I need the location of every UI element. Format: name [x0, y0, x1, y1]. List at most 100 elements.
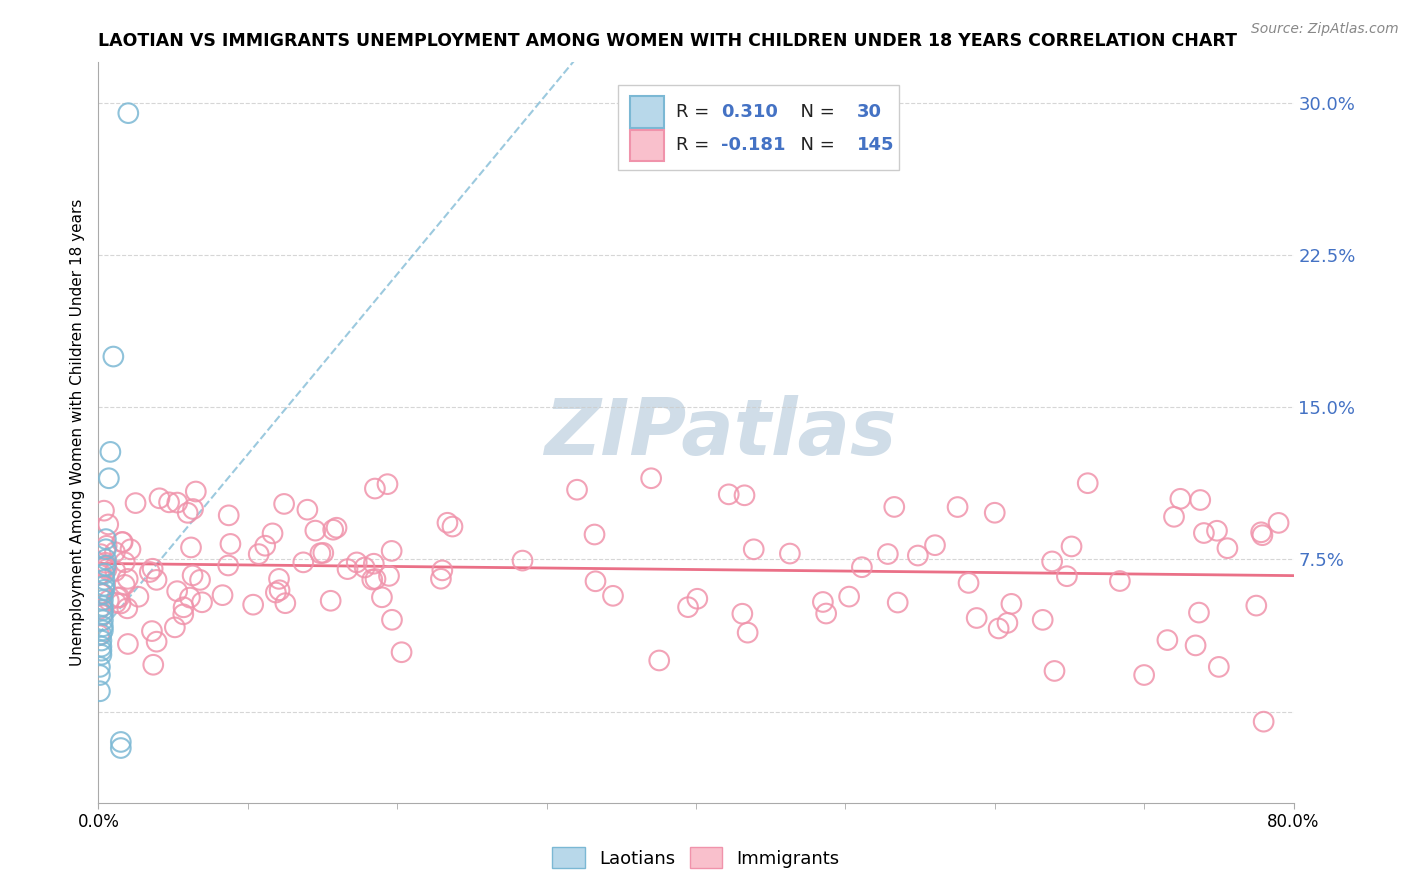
- Point: [686, 591, 709, 606]
- Point: [378, 569, 401, 583]
- Text: N =: N =: [789, 103, 841, 121]
- Point: [94, 559, 117, 574]
- Point: [851, 560, 873, 574]
- Point: [103, 350, 125, 364]
- Point: [94, 556, 117, 570]
- Point: [292, 555, 315, 569]
- Point: [1267, 516, 1289, 530]
- Point: [364, 572, 387, 586]
- Point: [91, 613, 114, 627]
- Point: [269, 583, 291, 598]
- Point: [90, 547, 112, 561]
- Point: [377, 477, 399, 491]
- Point: [242, 598, 264, 612]
- Text: -0.181: -0.181: [721, 136, 786, 154]
- Point: [97, 517, 120, 532]
- Point: [1056, 569, 1078, 583]
- Point: [1184, 639, 1206, 653]
- Point: [1206, 524, 1229, 538]
- Point: [1032, 613, 1054, 627]
- Point: [1188, 606, 1211, 620]
- Point: [90, 566, 112, 581]
- Point: [640, 471, 662, 485]
- Point: [254, 539, 277, 553]
- Point: [734, 488, 756, 502]
- Point: [304, 524, 326, 538]
- Point: [585, 574, 607, 589]
- Point: [94, 532, 117, 546]
- Point: [89, 567, 111, 582]
- Point: [90, 640, 112, 654]
- Point: [91, 599, 114, 613]
- Point: [93, 579, 115, 593]
- Point: [142, 562, 165, 576]
- Point: [924, 538, 946, 552]
- Point: [391, 645, 413, 659]
- Text: R =: R =: [676, 103, 714, 121]
- Point: [114, 578, 136, 592]
- Point: [110, 741, 132, 756]
- Text: ZIPatlas: ZIPatlas: [544, 394, 896, 471]
- Point: [141, 624, 163, 638]
- Point: [737, 625, 759, 640]
- Point: [104, 564, 127, 578]
- Point: [346, 556, 368, 570]
- Point: [91, 624, 114, 638]
- Point: [364, 482, 387, 496]
- Point: [91, 587, 114, 601]
- FancyBboxPatch shape: [619, 85, 900, 169]
- Point: [191, 595, 214, 609]
- Text: LAOTIAN VS IMMIGRANTS UNEMPLOYMENT AMONG WOMEN WITH CHILDREN UNDER 18 YEARS CORR: LAOTIAN VS IMMIGRANTS UNEMPLOYMENT AMONG…: [98, 32, 1237, 50]
- Point: [815, 607, 838, 621]
- Point: [211, 588, 233, 602]
- Point: [176, 506, 198, 520]
- Point: [1216, 541, 1239, 556]
- Point: [957, 575, 980, 590]
- Legend: Laotians, Immigrants: Laotians, Immigrants: [546, 840, 846, 875]
- Text: 30: 30: [858, 103, 883, 121]
- Point: [90, 587, 112, 601]
- Point: [94, 558, 117, 573]
- Point: [166, 584, 188, 599]
- Text: 145: 145: [858, 136, 894, 154]
- Point: [89, 684, 111, 698]
- Point: [117, 572, 139, 586]
- Point: [262, 526, 284, 541]
- Point: [145, 634, 167, 648]
- Point: [96, 539, 118, 553]
- Point: [946, 500, 969, 514]
- Point: [91, 619, 114, 633]
- Point: [966, 611, 988, 625]
- Point: [297, 502, 319, 516]
- Point: [325, 521, 347, 535]
- Point: [110, 735, 132, 749]
- Point: [90, 648, 112, 662]
- Point: [91, 607, 114, 622]
- Point: [1246, 599, 1268, 613]
- Point: [181, 502, 204, 516]
- Point: [110, 597, 132, 611]
- Point: [93, 504, 115, 518]
- Point: [312, 546, 335, 560]
- Point: [188, 573, 211, 587]
- Point: [273, 497, 295, 511]
- Point: [876, 547, 898, 561]
- Point: [166, 495, 188, 509]
- Point: [108, 591, 131, 605]
- Point: [1208, 660, 1230, 674]
- Point: [1043, 664, 1066, 678]
- Point: [124, 496, 146, 510]
- Point: [1156, 633, 1178, 648]
- Point: [93, 582, 115, 597]
- Point: [98, 445, 122, 459]
- Text: 0.310: 0.310: [721, 103, 778, 121]
- Point: [247, 547, 270, 561]
- Point: [94, 560, 117, 574]
- Point: [139, 565, 162, 579]
- Point: [148, 491, 170, 506]
- Y-axis label: Unemployment Among Women with Children Under 18 years: Unemployment Among Women with Children U…: [69, 199, 84, 666]
- Point: [1133, 668, 1156, 682]
- Point: [89, 660, 111, 674]
- Point: [179, 591, 201, 605]
- Point: [96, 562, 118, 576]
